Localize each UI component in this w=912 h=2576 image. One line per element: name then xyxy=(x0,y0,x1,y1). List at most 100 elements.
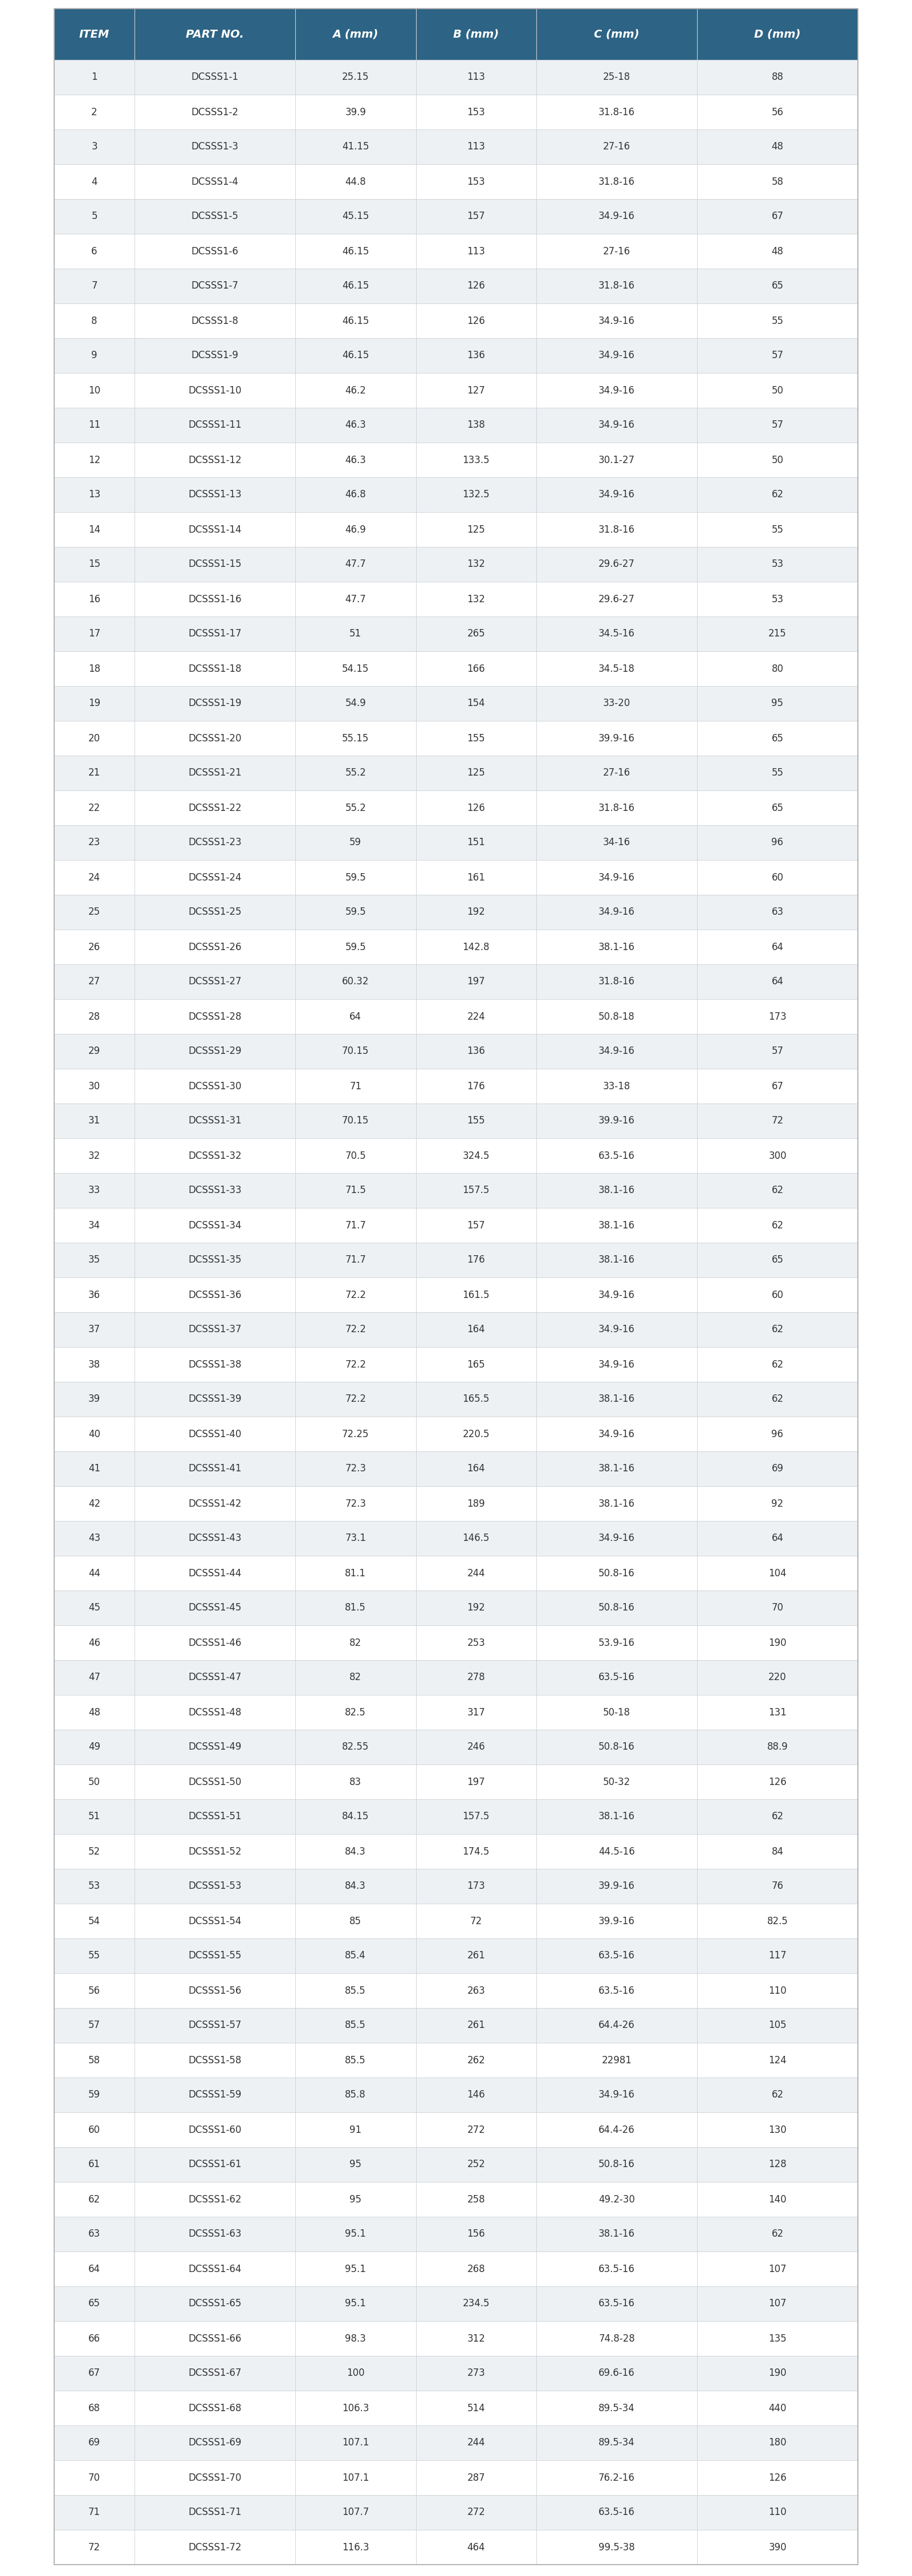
Bar xyxy=(135,477,295,513)
Text: 91: 91 xyxy=(349,2125,361,2136)
Bar xyxy=(697,791,858,824)
Text: 189: 189 xyxy=(467,1499,485,1510)
Bar xyxy=(697,2496,858,2530)
Bar xyxy=(295,2391,416,2427)
Bar xyxy=(54,1278,135,1311)
Bar xyxy=(697,1798,858,1834)
Bar xyxy=(536,1069,697,1103)
Bar xyxy=(54,407,135,443)
Bar xyxy=(295,513,416,546)
Text: 8: 8 xyxy=(91,317,98,327)
Bar xyxy=(416,443,536,477)
Text: 98.3: 98.3 xyxy=(345,2334,366,2344)
Bar xyxy=(416,1937,536,1973)
Bar xyxy=(416,1278,536,1311)
Bar xyxy=(135,1556,295,1589)
Bar xyxy=(697,1450,858,1486)
Bar xyxy=(416,95,536,129)
Bar xyxy=(295,1520,416,1556)
Bar xyxy=(135,234,295,268)
Bar xyxy=(697,477,858,513)
Text: 39.9-16: 39.9-16 xyxy=(598,734,635,744)
Bar xyxy=(54,2496,135,2530)
Text: DCSSS1-22: DCSSS1-22 xyxy=(188,804,242,814)
Text: 50: 50 xyxy=(772,456,783,466)
Bar xyxy=(54,1242,135,1278)
Text: 84.15: 84.15 xyxy=(342,1811,369,1821)
Text: 155: 155 xyxy=(467,734,485,744)
Bar xyxy=(54,304,135,337)
Bar xyxy=(416,546,536,582)
Bar xyxy=(54,268,135,304)
Bar xyxy=(416,407,536,443)
Text: 85.8: 85.8 xyxy=(345,2089,366,2099)
Text: DCSSS1-44: DCSSS1-44 xyxy=(188,1569,242,1579)
Bar xyxy=(536,95,697,129)
Bar xyxy=(295,477,416,513)
Text: 72.3: 72.3 xyxy=(345,1463,366,1473)
Text: DCSSS1-31: DCSSS1-31 xyxy=(188,1115,242,1126)
Bar xyxy=(416,198,536,234)
Bar xyxy=(697,963,858,999)
Text: DCSSS1-57: DCSSS1-57 xyxy=(188,2020,242,2030)
Text: 50.8-16: 50.8-16 xyxy=(598,1569,635,1579)
Bar xyxy=(697,1033,858,1069)
Text: DCSSS1-53: DCSSS1-53 xyxy=(188,1880,242,1891)
Text: 88.9: 88.9 xyxy=(767,1741,788,1752)
Text: 263: 263 xyxy=(467,1986,485,1996)
Text: 72: 72 xyxy=(88,2543,100,2553)
Text: 38.1-16: 38.1-16 xyxy=(598,1394,635,1404)
Text: DCSSS1-55: DCSSS1-55 xyxy=(188,1950,242,1960)
Text: 12: 12 xyxy=(88,456,100,466)
Bar xyxy=(697,582,858,616)
Text: 31.8-16: 31.8-16 xyxy=(598,976,635,987)
Bar xyxy=(135,2427,295,2460)
Bar xyxy=(416,685,536,721)
Bar xyxy=(416,1069,536,1103)
Text: 82: 82 xyxy=(349,1638,361,1649)
Bar xyxy=(295,1556,416,1589)
Bar xyxy=(536,2251,697,2287)
Text: 72.25: 72.25 xyxy=(342,1430,369,1440)
Text: 38.1-16: 38.1-16 xyxy=(598,1811,635,1821)
Bar xyxy=(416,860,536,894)
Text: 20: 20 xyxy=(88,734,100,744)
Text: 69: 69 xyxy=(88,2437,100,2447)
Bar xyxy=(295,1728,416,1765)
Bar xyxy=(54,2357,135,2391)
Text: PART NO.: PART NO. xyxy=(186,28,244,39)
Text: DCSSS1-33: DCSSS1-33 xyxy=(188,1185,242,1195)
Bar xyxy=(135,2321,295,2357)
Text: 190: 190 xyxy=(769,1638,786,1649)
Text: 157: 157 xyxy=(467,211,485,222)
Text: DCSSS1-28: DCSSS1-28 xyxy=(188,1012,242,1023)
Text: 35: 35 xyxy=(88,1255,100,1265)
Bar xyxy=(536,1728,697,1765)
Bar xyxy=(135,374,295,407)
Text: 65: 65 xyxy=(772,734,783,744)
Bar xyxy=(295,2182,416,2218)
Bar xyxy=(54,963,135,999)
Text: 62: 62 xyxy=(772,2228,783,2239)
Text: 71.7: 71.7 xyxy=(345,1221,366,1231)
Text: 65: 65 xyxy=(772,804,783,814)
Text: 31.8-16: 31.8-16 xyxy=(598,281,635,291)
Bar xyxy=(536,1486,697,1520)
Text: 89.5-34: 89.5-34 xyxy=(598,2403,635,2414)
Bar xyxy=(54,2079,135,2112)
Text: 48: 48 xyxy=(772,142,783,152)
Bar xyxy=(295,1625,416,1659)
Text: 30: 30 xyxy=(88,1082,100,1092)
Bar xyxy=(536,513,697,546)
Bar xyxy=(416,1659,536,1695)
Bar xyxy=(54,1937,135,1973)
Text: 300: 300 xyxy=(769,1151,786,1162)
Text: 38.1-16: 38.1-16 xyxy=(598,2228,635,2239)
Text: 62: 62 xyxy=(772,1811,783,1821)
Text: 38: 38 xyxy=(88,1360,100,1370)
Bar xyxy=(135,198,295,234)
Bar xyxy=(536,1625,697,1659)
Text: 71.5: 71.5 xyxy=(345,1185,366,1195)
Bar xyxy=(295,755,416,791)
Bar xyxy=(536,1765,697,1798)
